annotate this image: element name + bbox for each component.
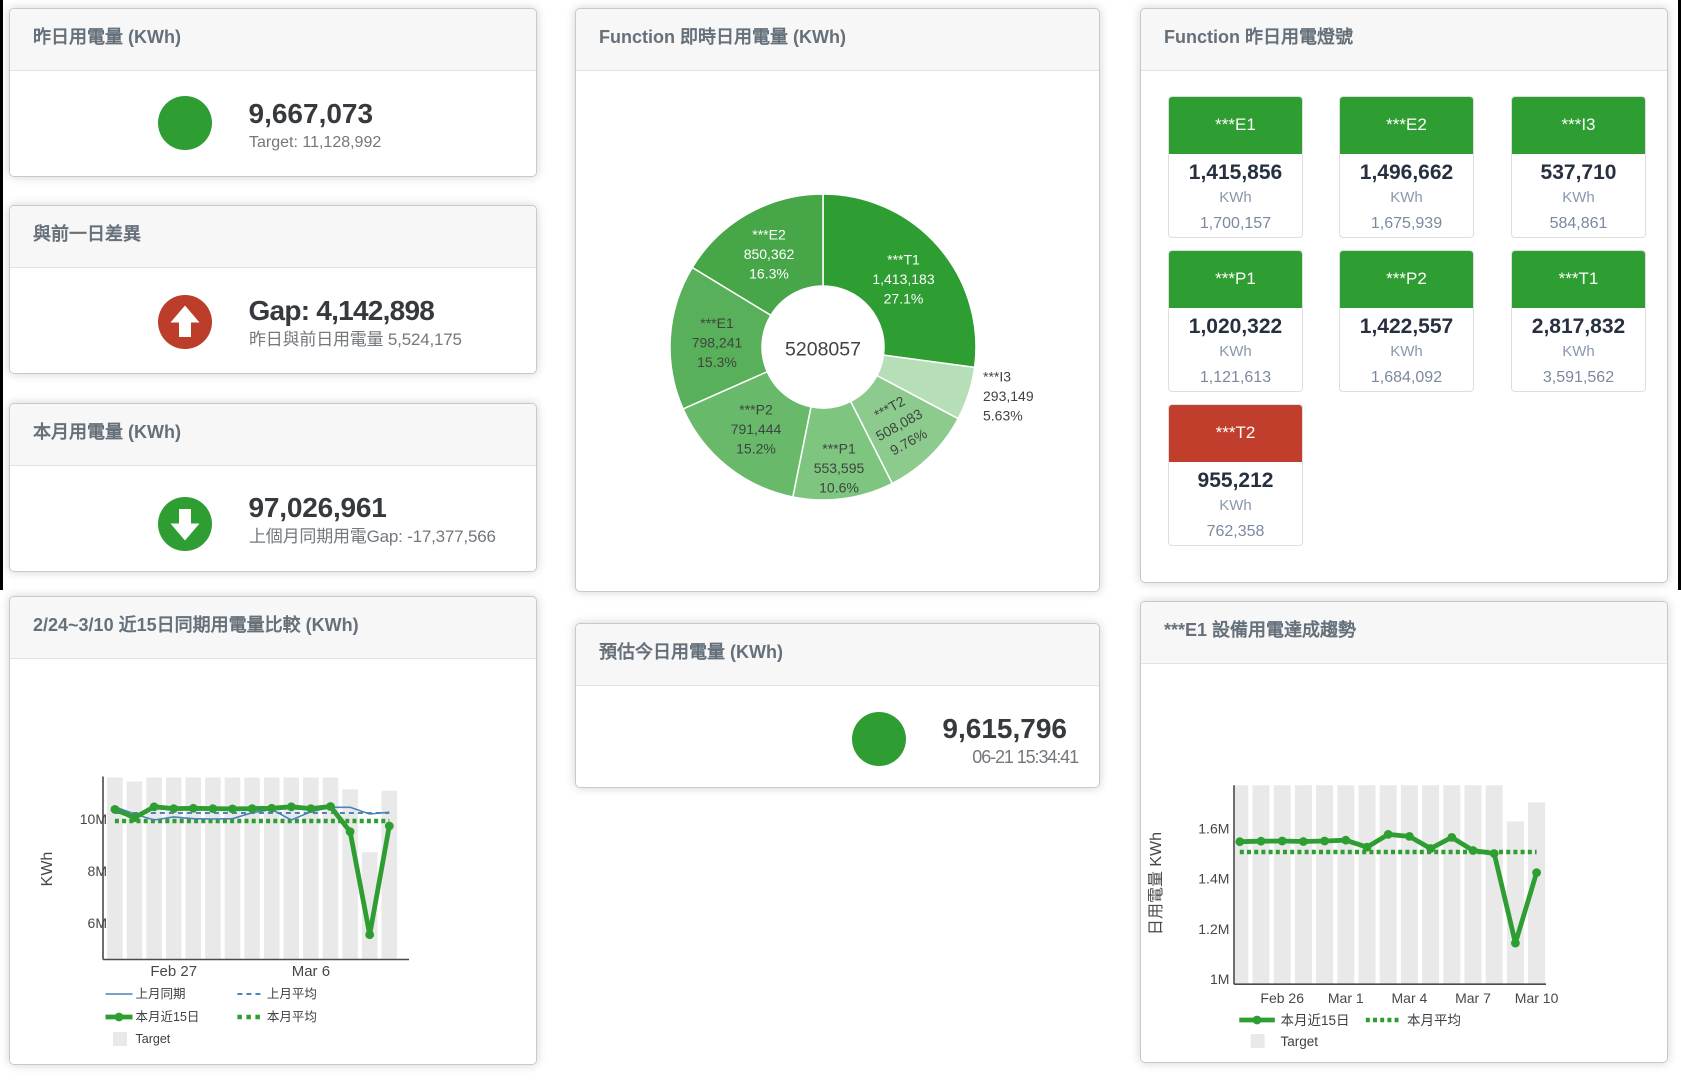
svg-text:***E2: ***E2 xyxy=(752,227,786,243)
svg-text:Target: Target xyxy=(136,1032,171,1046)
svg-text:15.3%: 15.3% xyxy=(697,354,737,370)
svg-text:Feb 27: Feb 27 xyxy=(150,963,197,980)
svg-text:553,595: 553,595 xyxy=(814,460,865,476)
svg-text:Mar 6: Mar 6 xyxy=(292,963,330,980)
svg-text:Feb 26: Feb 26 xyxy=(1260,990,1304,1006)
svg-text:1.2M: 1.2M xyxy=(1198,921,1229,937)
svg-text:293,149: 293,149 xyxy=(983,388,1034,404)
svg-text:Mar 1: Mar 1 xyxy=(1328,990,1364,1006)
svg-text:***T1: ***T1 xyxy=(887,251,920,267)
svg-text:日用電量 KWh: 日用電量 KWh xyxy=(1148,832,1165,935)
svg-text:6M: 6M xyxy=(88,915,107,931)
svg-text:1.4M: 1.4M xyxy=(1198,871,1229,887)
svg-text:15.2%: 15.2% xyxy=(736,440,776,456)
svg-text:Mar 4: Mar 4 xyxy=(1392,990,1428,1006)
svg-text:本月近15日: 本月近15日 xyxy=(1281,1013,1350,1028)
svg-text:798,241: 798,241 xyxy=(692,334,743,350)
svg-text:850,362: 850,362 xyxy=(744,246,795,262)
svg-text:1.6M: 1.6M xyxy=(1198,820,1229,836)
svg-text:10M: 10M xyxy=(80,811,107,827)
svg-text:***P1: ***P1 xyxy=(822,441,856,457)
svg-text:Mar 10: Mar 10 xyxy=(1515,990,1559,1006)
svg-text:Mar 7: Mar 7 xyxy=(1455,990,1491,1006)
svg-text:***P2: ***P2 xyxy=(739,401,773,417)
svg-text:791,444: 791,444 xyxy=(731,421,782,437)
svg-text:5208057: 5208057 xyxy=(785,339,861,361)
svg-text:上月平均: 上月平均 xyxy=(267,987,317,1001)
svg-text:本月平均: 本月平均 xyxy=(1407,1013,1461,1028)
svg-text:***E1: ***E1 xyxy=(700,315,734,331)
svg-text:Target: Target xyxy=(1281,1034,1319,1049)
svg-text:16.3%: 16.3% xyxy=(749,266,789,282)
svg-text:1,413,183: 1,413,183 xyxy=(872,271,934,287)
svg-text:10.6%: 10.6% xyxy=(819,480,859,496)
svg-text:本月近15日: 本月近15日 xyxy=(136,1010,200,1024)
svg-text:5.63%: 5.63% xyxy=(983,408,1023,424)
svg-text:本月平均: 本月平均 xyxy=(267,1010,317,1024)
svg-text:***I3: ***I3 xyxy=(983,369,1011,385)
svg-text:8M: 8M xyxy=(88,863,107,879)
svg-text:1M: 1M xyxy=(1210,971,1229,987)
svg-text:上月同期: 上月同期 xyxy=(136,987,186,1001)
svg-text:KWh: KWh xyxy=(39,852,56,887)
svg-text:27.1%: 27.1% xyxy=(884,290,924,306)
